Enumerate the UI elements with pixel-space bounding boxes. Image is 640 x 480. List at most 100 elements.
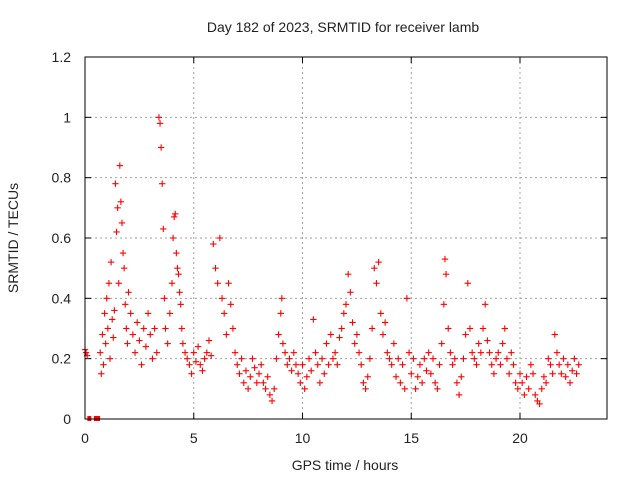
data-point — [122, 301, 129, 308]
data-point — [190, 349, 197, 356]
data-point — [529, 370, 537, 377]
data-point — [412, 385, 419, 393]
data-point — [351, 340, 358, 347]
data-point — [344, 271, 352, 278]
data-point — [540, 373, 548, 380]
data-point — [212, 264, 219, 272]
data-point — [236, 370, 243, 377]
x-axis-label: GPS time / hours — [292, 457, 399, 473]
data-point — [140, 325, 147, 332]
data-point — [281, 349, 289, 356]
data-point — [427, 370, 435, 377]
data-point — [338, 325, 345, 332]
data-point — [197, 361, 204, 368]
data-point — [347, 289, 354, 296]
data-point — [277, 310, 284, 317]
tick-labels: 0 5 10 15 20 0 0.2 0.4 0.6 0.8 1 1.2 — [52, 49, 528, 446]
data-point — [178, 325, 185, 332]
data-point — [251, 364, 258, 371]
data-point — [227, 301, 234, 308]
data-point — [159, 180, 166, 187]
data-point — [510, 361, 517, 368]
data-point — [310, 316, 317, 323]
data-point — [390, 340, 398, 347]
data-point — [205, 337, 213, 344]
data-point — [458, 373, 465, 380]
data-point — [203, 349, 210, 356]
data-point — [124, 340, 131, 347]
data-point — [488, 361, 495, 368]
data-point — [127, 310, 134, 317]
data-point — [403, 295, 411, 302]
data-point — [111, 307, 118, 314]
data-point — [512, 379, 519, 386]
data-point — [257, 361, 265, 368]
data-point — [242, 367, 250, 374]
data-point — [240, 379, 247, 386]
data-point — [466, 325, 474, 332]
data-point — [115, 280, 122, 287]
data-point — [229, 325, 237, 332]
data-point — [447, 349, 454, 356]
data-point — [149, 355, 156, 362]
data-point — [184, 355, 191, 362]
data-point — [349, 319, 356, 326]
data-point — [162, 325, 169, 332]
data-point — [518, 379, 526, 386]
data-point — [451, 355, 458, 362]
data-point — [386, 355, 393, 362]
data-point — [294, 370, 302, 377]
data-point — [340, 310, 348, 317]
data-point — [375, 258, 382, 266]
data-point — [113, 228, 120, 236]
data-point — [279, 340, 287, 347]
data-point — [108, 316, 116, 323]
data-point — [123, 325, 130, 332]
data-point — [142, 343, 150, 350]
data-point — [401, 385, 408, 393]
data-point — [244, 385, 252, 393]
data-point — [429, 355, 437, 362]
data-point — [260, 379, 267, 386]
data-point — [486, 349, 493, 356]
data-point — [555, 361, 563, 368]
data-point — [514, 385, 522, 393]
data-point — [136, 337, 143, 344]
data-point — [114, 204, 121, 212]
data-point — [166, 310, 174, 317]
data-point — [303, 373, 311, 380]
data-point — [284, 361, 291, 368]
data-point — [179, 340, 187, 347]
x-tick-label: 5 — [190, 430, 198, 446]
data-point — [405, 349, 413, 356]
data-point — [538, 385, 545, 393]
data-point — [438, 340, 445, 347]
data-point — [308, 367, 315, 374]
data-point — [475, 340, 482, 347]
data-point — [501, 325, 508, 332]
x-tick-label: 0 — [81, 430, 89, 446]
data-point — [542, 379, 550, 386]
data-point — [508, 349, 515, 356]
data-point — [355, 349, 363, 356]
data-point — [371, 264, 378, 272]
data-point — [305, 355, 313, 362]
data-point — [102, 340, 109, 347]
y-tick-label: 1 — [63, 109, 71, 125]
data-point — [297, 379, 304, 386]
data-point — [286, 355, 293, 362]
data-point — [255, 370, 263, 377]
data-point — [144, 310, 152, 317]
data-point — [181, 349, 189, 356]
data-point — [497, 361, 504, 368]
data-point — [173, 249, 180, 257]
data-point — [523, 373, 530, 380]
y-tick-label: 0.6 — [52, 230, 72, 246]
data-point — [275, 331, 282, 338]
data-point — [312, 349, 319, 356]
data-point — [105, 280, 113, 287]
data-point — [495, 349, 502, 356]
plot-frame — [84, 56, 608, 420]
data-point — [368, 325, 376, 332]
